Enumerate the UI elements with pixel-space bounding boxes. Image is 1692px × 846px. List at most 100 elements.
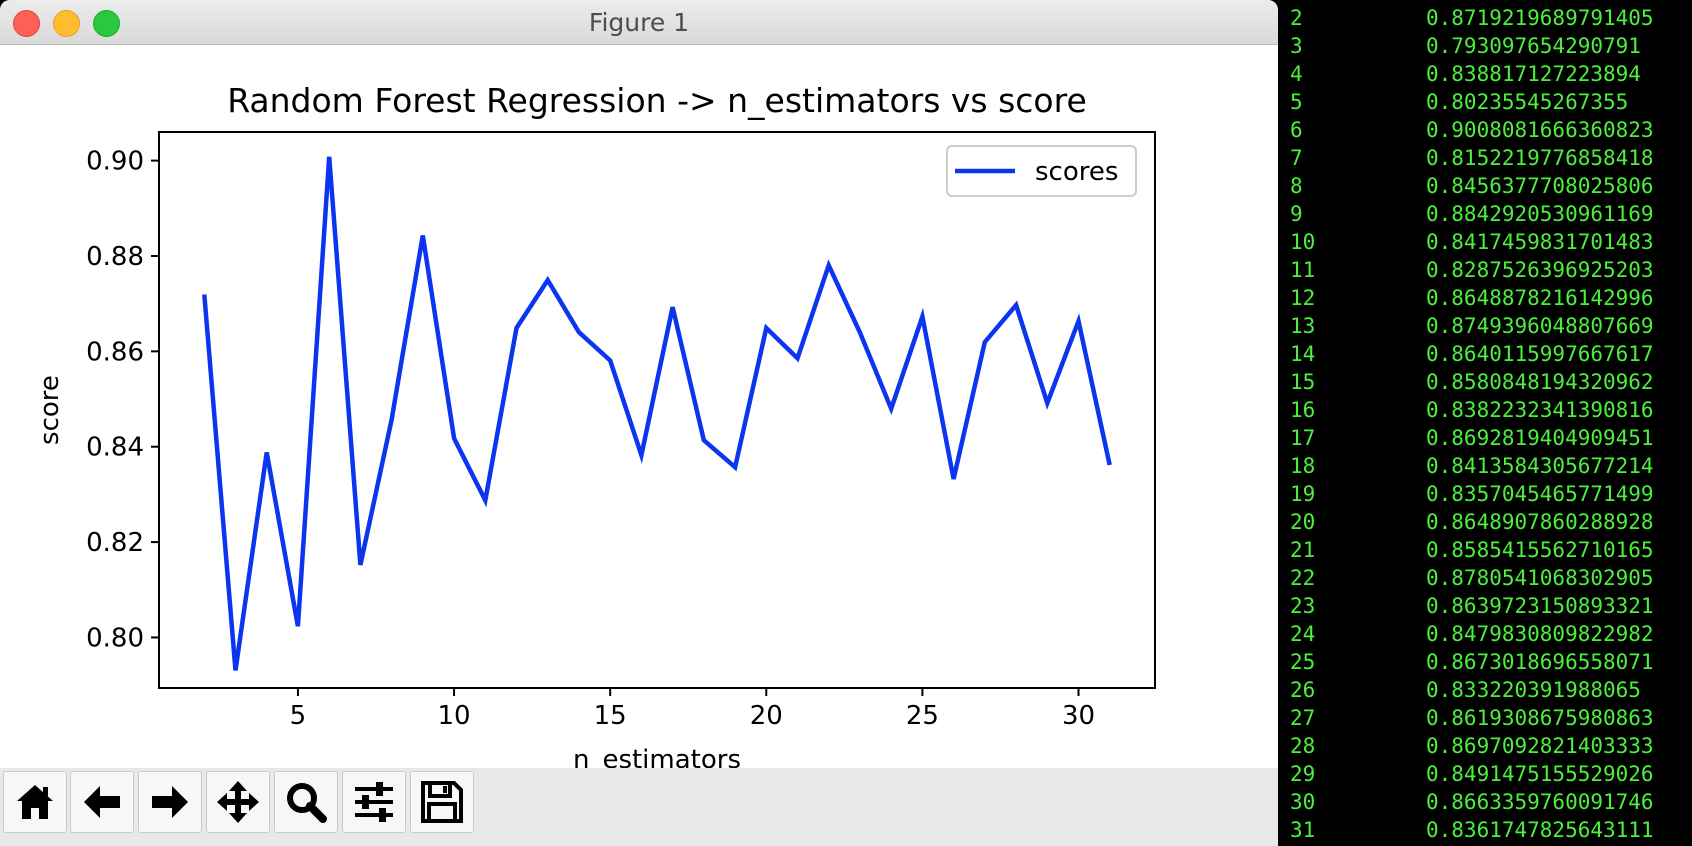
x-axis-label: n_estimators [573,745,741,768]
y-tick-label: 0.88 [86,242,144,272]
save-icon [421,781,463,823]
pan-button[interactable] [206,771,270,833]
move-icon [217,781,259,823]
x-tick-label: 10 [438,701,471,731]
terminal-score: 0.80235545267355 [1426,90,1629,114]
terminal-n-estimators: 27 [1290,706,1316,730]
terminal-n-estimators: 21 [1290,538,1316,562]
terminal-n-estimators: 25 [1290,650,1316,674]
terminal-score: 0.8456377708025806 [1426,174,1654,198]
close-window-button[interactable] [13,10,40,37]
terminal-score: 0.8640115997667617 [1426,342,1654,366]
terminal-n-estimators: 11 [1290,258,1316,282]
plot-frame [158,131,1156,689]
terminal-score: 0.8585415562710165 [1426,538,1654,562]
terminal-n-estimators: 22 [1290,566,1316,590]
save-button[interactable] [410,771,474,833]
terminal-score: 0.8673018696558071 [1426,650,1654,674]
x-tick-label: 30 [1062,701,1095,731]
x-tick-label: 25 [906,701,939,731]
y-tick-label: 0.86 [86,337,144,367]
forward-button[interactable] [138,771,202,833]
terminal-score: 0.9008081666360823 [1426,118,1654,142]
terminal-n-estimators: 16 [1290,398,1316,422]
y-tick-label: 0.80 [86,623,144,653]
terminal-output: 2 0.8719219689791405 3 0.793097654290791 4 0.… [1280,0,1692,846]
y-tick-label: 0.82 [86,528,144,558]
terminal-n-estimators: 20 [1290,510,1316,534]
home-icon [17,785,53,819]
terminal-score: 0.8479830809822982 [1426,622,1654,646]
terminal-score: 0.8749396048807669 [1426,314,1654,338]
terminal-n-estimators: 30 [1290,790,1316,814]
terminal-n-estimators: 13 [1290,314,1316,338]
terminal-score: 0.8663359760091746 [1426,790,1654,814]
terminal-score: 0.8413584305677214 [1426,454,1654,478]
terminal-n-estimators: 2 [1290,6,1303,30]
terminal-score: 0.8648907860288928 [1426,510,1654,534]
arrow-left-icon [84,786,120,818]
terminal-score: 0.8491475155529026 [1426,762,1654,786]
configure-subplots-button[interactable] [342,771,406,833]
sliders-icon [355,782,393,822]
terminal-n-estimators: 24 [1290,622,1316,646]
zoom-button[interactable] [274,771,338,833]
terminal-score: 0.8417459831701483 [1426,230,1654,254]
line-chart: Random Forest Regression -> n_estimators… [35,81,1156,768]
terminal-score: 0.833220391988065 [1426,678,1641,702]
terminal-n-estimators: 26 [1290,678,1316,702]
terminal-score: 0.8152219776858418 [1426,146,1654,170]
terminal-score: 0.8719219689791405 [1426,6,1654,30]
x-tick-label: 5 [290,701,307,731]
legend-label: scores [1035,157,1118,187]
arrow-right-icon [152,786,188,818]
terminal-score: 0.8361747825643111 [1426,818,1654,842]
terminal-score: 0.8357045465771499 [1426,482,1654,506]
window-title: Figure 1 [588,8,690,37]
x-tick-label: 15 [594,701,627,731]
terminal-n-estimators: 19 [1290,482,1316,506]
chart-title: Random Forest Regression -> n_estimators… [227,81,1087,120]
series-line-scores [202,156,1112,671]
terminal-n-estimators: 18 [1290,454,1316,478]
terminal-score: 0.8692819404909451 [1426,426,1654,450]
terminal-score: 0.8842920530961169 [1426,202,1654,226]
terminal-n-estimators: 5 [1290,90,1303,114]
terminal-n-estimators: 29 [1290,762,1316,786]
terminal-n-estimators: 8 [1290,174,1303,198]
terminal-n-estimators: 14 [1290,342,1316,366]
back-button[interactable] [70,771,134,833]
terminal-score: 0.838817127223894 [1426,62,1641,86]
terminal-n-estimators: 6 [1290,118,1303,142]
terminal-n-estimators: 9 [1290,202,1303,226]
terminal-n-estimators: 4 [1290,62,1303,86]
terminal-n-estimators: 15 [1290,370,1316,394]
y-tick-label: 0.84 [86,433,144,463]
y-tick-label: 0.90 [86,147,144,177]
terminal-n-estimators: 17 [1290,426,1316,450]
legend-box [946,145,1137,197]
terminal-score: 0.793097654290791 [1426,34,1641,58]
navigation-toolbar [0,768,1278,846]
terminal-score: 0.8580848194320962 [1426,370,1654,394]
terminal-n-estimators: 31 [1290,818,1316,842]
terminal-n-estimators: 28 [1290,734,1316,758]
maximize-window-button[interactable] [93,10,120,37]
terminal-n-estimators: 3 [1290,34,1303,58]
terminal-score: 0.8697092821403333 [1426,734,1654,758]
terminal-score: 0.8287526396925203 [1426,258,1654,282]
terminal-n-estimators: 23 [1290,594,1316,618]
home-button[interactable] [3,771,67,833]
y-axis-label: score [35,375,65,445]
terminal-score: 0.8382232341390816 [1426,398,1654,422]
figure-window: Figure 1 Random Forest Regression -> n_e… [0,0,1278,846]
x-tick-label: 20 [750,701,783,731]
minimize-window-button[interactable] [53,10,80,37]
plot-canvas[interactable]: Random Forest Regression -> n_estimators… [0,45,1278,768]
terminal-n-estimators: 12 [1290,286,1316,310]
terminal-n-estimators: 7 [1290,146,1303,170]
terminal-score: 0.8780541068302905 [1426,566,1654,590]
terminal-score: 0.8648878216142996 [1426,286,1654,310]
title-bar[interactable]: Figure 1 [0,0,1278,45]
terminal-score: 0.8639723150893321 [1426,594,1654,618]
